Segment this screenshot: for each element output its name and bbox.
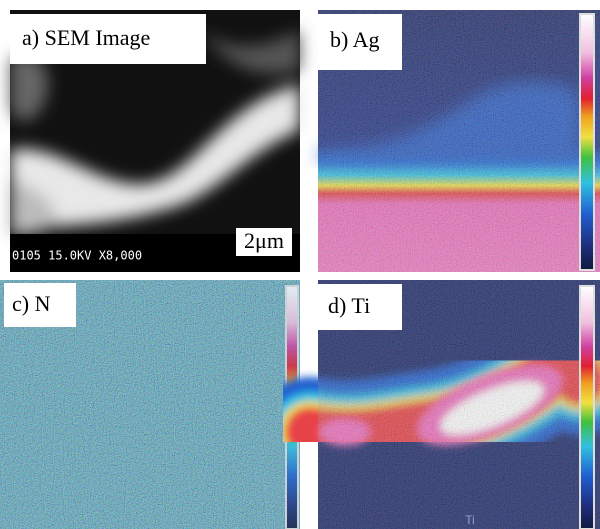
map-footer: Ti bbox=[465, 513, 475, 527]
scale-bar-label: 2μm bbox=[244, 228, 284, 253]
panel-ag: b) Ag bbox=[318, 10, 600, 272]
color-scale bbox=[580, 14, 594, 270]
scale-bar bbox=[240, 257, 280, 267]
panel-ti: Ti d) Ti bbox=[310, 280, 600, 529]
figure: 0105 15.0KV X8,000 2μm a) SEM Image b) A… bbox=[0, 0, 600, 529]
panel-label: a) SEM Image bbox=[22, 25, 150, 50]
panel-sem: 0105 15.0KV X8,000 2μm a) SEM Image bbox=[10, 10, 300, 272]
sem-info: 0105 15.0KV X8,000 bbox=[12, 249, 142, 263]
panel-label: b) Ag bbox=[330, 27, 380, 52]
color-scale bbox=[580, 286, 594, 529]
panel-label: c) N bbox=[12, 291, 51, 316]
panel-n: c) N bbox=[0, 280, 300, 529]
panel-label: d) Ti bbox=[328, 293, 370, 318]
